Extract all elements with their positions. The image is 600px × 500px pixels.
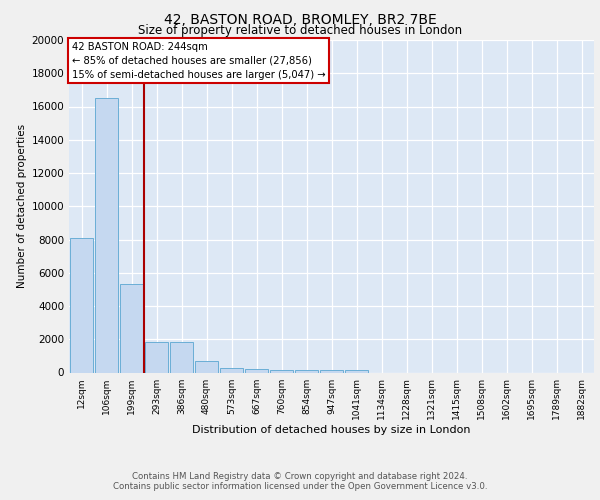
Bar [295, 370, 318, 372]
Bar [345, 370, 368, 372]
Bar [245, 369, 268, 372]
Bar [145, 342, 168, 372]
Bar [170, 342, 193, 372]
Text: Contains public sector information licensed under the Open Government Licence v3: Contains public sector information licen… [113, 482, 487, 491]
Bar [270, 370, 293, 372]
Bar [70, 238, 93, 372]
Text: 42 BASTON ROAD: 244sqm
← 85% of detached houses are smaller (27,856)
15% of semi: 42 BASTON ROAD: 244sqm ← 85% of detached… [71, 42, 325, 80]
Text: Contains HM Land Registry data © Crown copyright and database right 2024.: Contains HM Land Registry data © Crown c… [132, 472, 468, 481]
Text: 42, BASTON ROAD, BROMLEY, BR2 7BE: 42, BASTON ROAD, BROMLEY, BR2 7BE [164, 12, 436, 26]
X-axis label: Distribution of detached houses by size in London: Distribution of detached houses by size … [192, 425, 471, 435]
Bar [220, 368, 243, 372]
Bar [120, 284, 143, 372]
Bar [95, 98, 118, 372]
Text: Size of property relative to detached houses in London: Size of property relative to detached ho… [138, 24, 462, 37]
Bar [195, 361, 218, 372]
Y-axis label: Number of detached properties: Number of detached properties [17, 124, 27, 288]
Bar [320, 370, 343, 372]
